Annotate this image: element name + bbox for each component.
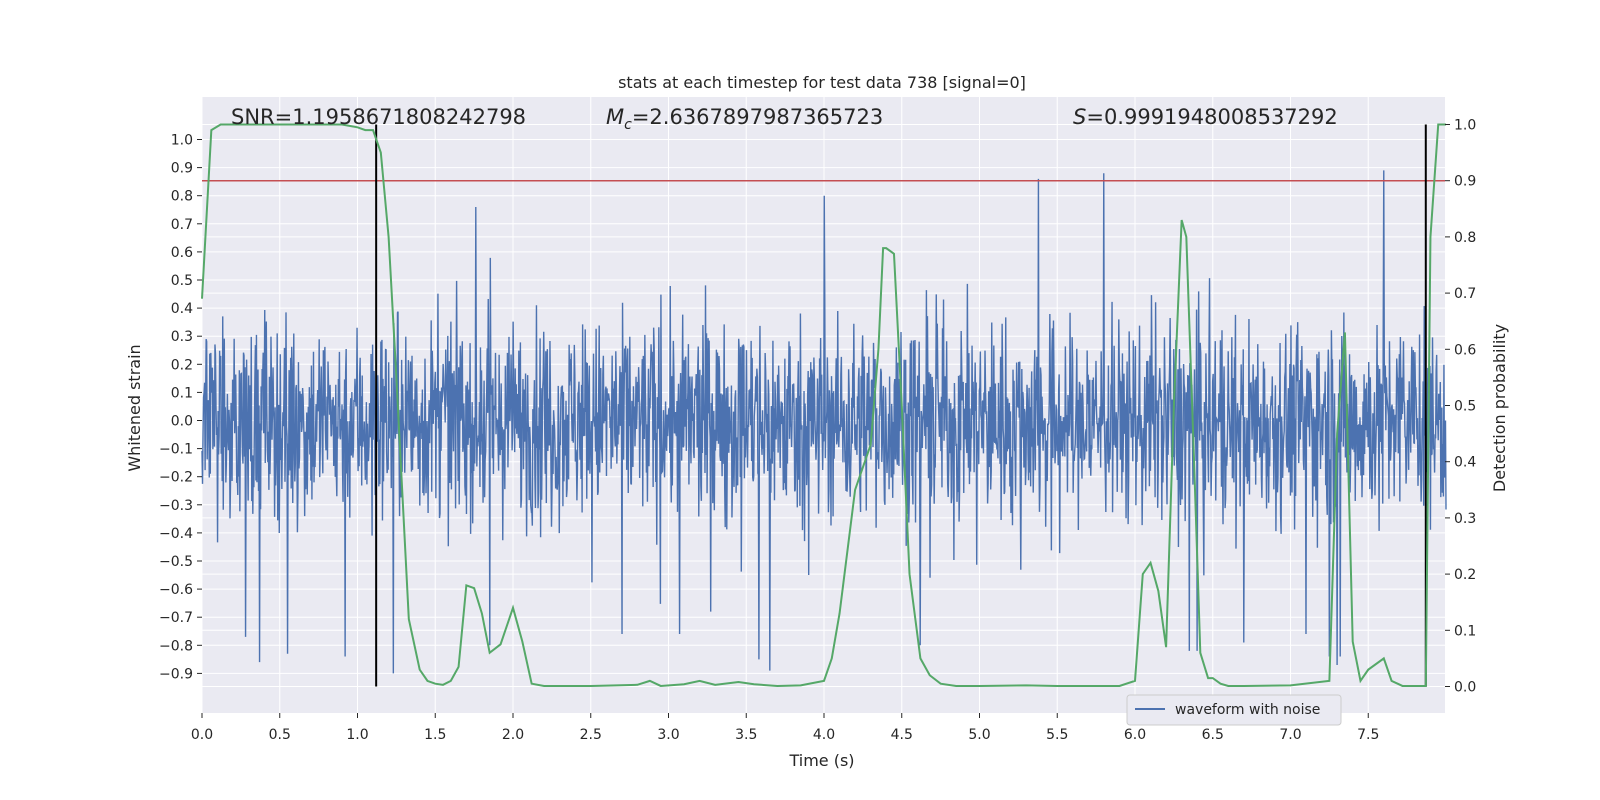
s-annotation: S=0.9991948008537292 (1073, 105, 1338, 129)
x-tick-label: 0.5 (269, 727, 291, 743)
chirp-mass-annotation: Mc=2.6367897987365723 (606, 105, 883, 133)
x-tick-label: 5.5 (1046, 727, 1068, 743)
y-tick-label: 0.1 (171, 385, 193, 401)
s-value: =0.9991948008537292 (1086, 105, 1337, 129)
y-tick-label: 0.4 (171, 301, 193, 317)
legend-box (1126, 694, 1342, 726)
y2-tick-label: 0.1 (1454, 623, 1476, 639)
x-tick-label: 2.5 (580, 727, 602, 743)
x-tick-label: 5.0 (968, 727, 990, 743)
probability-line (201, 123, 1446, 687)
x-tick-label: 7.0 (1279, 727, 1301, 743)
y-tick-label: −0.8 (159, 638, 193, 654)
y-tick-label: −0.4 (159, 526, 193, 542)
y-tick-label: −0.1 (159, 442, 193, 458)
x-tick-label: 2.0 (502, 727, 524, 743)
x-tick-label: 6.0 (1124, 727, 1146, 743)
y2-tick-label: 1.0 (1454, 118, 1476, 134)
y-tick-label: 0.0 (171, 414, 193, 430)
waveform-line (201, 170, 1447, 674)
y-tick-label: −0.5 (159, 554, 193, 570)
y-tick-label: −0.3 (159, 498, 193, 514)
y2-tick-label: 0.9 (1454, 174, 1476, 190)
y-tick-label: 1.0 (171, 133, 193, 149)
y-tick-label: 0.5 (171, 273, 193, 289)
y-tick-label: 0.9 (171, 161, 193, 177)
chirp-mass-symbol: M (606, 105, 624, 129)
x-tick-label: 7.5 (1357, 727, 1379, 743)
y2-tick-label: 0.5 (1454, 399, 1476, 415)
chirp-mass-value: =2.6367897987365723 (632, 105, 883, 129)
y-axis-right: 1.0 0.9 0.8 0.7 0.6 0.5 0.4 0.3 0.2 0.1 0.0 (1445, 118, 1476, 696)
y2-tick-label: 0.8 (1454, 230, 1476, 246)
x-axis-label: Time (s) (788, 751, 854, 770)
y-tick-label: −0.9 (159, 666, 193, 682)
y2-axis-label: Detection probability (1490, 324, 1509, 492)
y-tick-label: −0.7 (159, 610, 193, 626)
x-tick-label: 1.0 (346, 727, 368, 743)
legend: waveform with noise (1126, 694, 1342, 726)
y-tick-label: 0.6 (171, 245, 193, 261)
y-tick-label: −0.2 (159, 470, 193, 486)
x-tick-label: 4.5 (891, 727, 913, 743)
x-tick-label: 3.5 (735, 727, 757, 743)
s-symbol: S (1073, 105, 1086, 129)
x-tick-label: 4.0 (813, 727, 835, 743)
x-tick-label: 0.0 (191, 727, 213, 743)
x-axis: 0.0 0.5 1.0 1.5 2.0 2.5 3.0 3.5 4.0 4.5 5.0 5.5 6.0 6… (191, 713, 1379, 743)
y2-tick-label: 0.3 (1454, 511, 1476, 527)
y-tick-label: 0.8 (171, 189, 193, 205)
y-tick-label: 0.2 (171, 357, 193, 373)
chart-title: stats at each timestep for test data 738… (618, 73, 1026, 92)
chirp-mass-subscript: c (624, 117, 632, 133)
y2-tick-label: 0.7 (1454, 286, 1476, 302)
legend-label: waveform with noise (1175, 702, 1320, 718)
y-tick-label: 0.3 (171, 329, 193, 345)
y2-tick-label: 0.4 (1454, 455, 1476, 471)
y-axis-label: Whitened strain (125, 344, 144, 471)
y2-tick-label: 0.0 (1454, 680, 1476, 696)
x-tick-label: 3.0 (657, 727, 679, 743)
snr-annotation: SNR=1.1958671808242798 (231, 105, 526, 129)
y-axis-left: 1.0 0.9 0.8 0.7 0.6 0.5 0.4 0.3 0.2 0.1 0.0 −0.1 −0.… (159, 133, 202, 682)
x-tick-label: 1.5 (424, 727, 446, 743)
y2-tick-label: 0.2 (1454, 567, 1476, 583)
y-tick-label: 0.7 (171, 217, 193, 233)
waveform-series (201, 170, 1447, 674)
x-tick-label: 6.5 (1202, 727, 1224, 743)
y2-tick-label: 0.6 (1454, 342, 1476, 358)
y-tick-label: −0.6 (159, 582, 193, 598)
probability-series (201, 123, 1446, 687)
